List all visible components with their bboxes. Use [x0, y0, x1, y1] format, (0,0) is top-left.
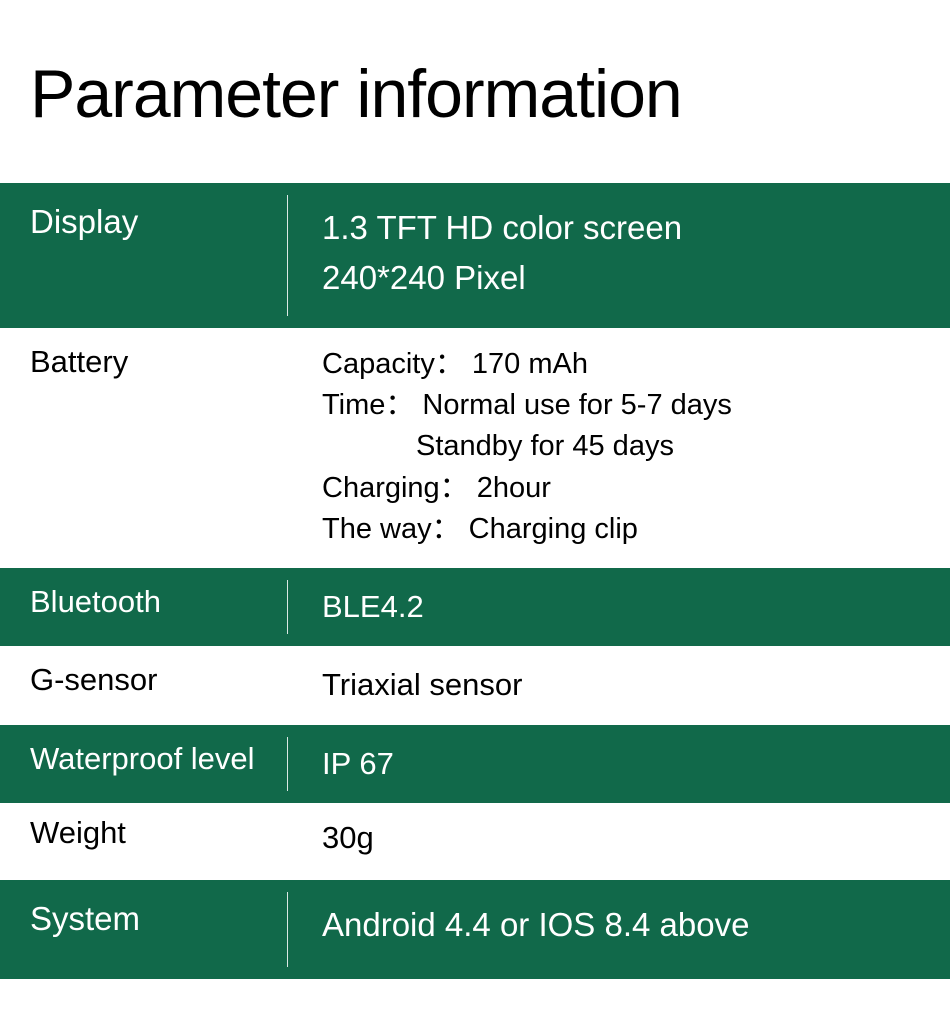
row-weight: Weight 30g — [0, 803, 950, 880]
page-title: Parameter information — [0, 0, 950, 183]
row-waterproof: Waterproof level IP 67 — [0, 725, 950, 804]
value-gsensor: Triaxial sensor — [288, 646, 950, 725]
battery-time2: Standby for 45 days — [322, 426, 950, 467]
spec-sheet: Parameter information Display 1.3 TFT HD… — [0, 0, 950, 979]
value-waterproof: IP 67 — [288, 725, 950, 804]
value-battery: Capacity： 170 mAh Time： Normal use for 5… — [288, 328, 950, 568]
label-waterproof: Waterproof level — [0, 725, 288, 804]
value-display: 1.3 TFT HD color screen 240*240 Pixel — [288, 183, 950, 328]
value-system: Android 4.4 or IOS 8.4 above — [288, 880, 950, 980]
value-bluetooth: BLE4.2 — [288, 568, 950, 647]
label-weight: Weight — [0, 803, 288, 880]
battery-capacity: Capacity： 170 mAh — [322, 348, 588, 380]
value-weight: 30g — [288, 803, 950, 880]
row-display: Display 1.3 TFT HD color screen 240*240 … — [0, 183, 950, 328]
row-system: System Android 4.4 or IOS 8.4 above — [0, 880, 950, 980]
row-battery: Battery Capacity： 170 mAh Time： Normal u… — [0, 328, 950, 568]
row-bluetooth: Bluetooth BLE4.2 — [0, 568, 950, 647]
label-display: Display — [0, 183, 288, 328]
label-bluetooth: Bluetooth — [0, 568, 288, 647]
label-battery: Battery — [0, 328, 288, 568]
label-gsensor: G-sensor — [0, 646, 288, 725]
battery-time1: Time： Normal use for 5-7 days — [322, 389, 732, 421]
battery-way: The way： Charging clip — [322, 513, 638, 545]
battery-charging: Charging： 2hour — [322, 472, 551, 504]
row-gsensor: G-sensor Triaxial sensor — [0, 646, 950, 725]
display-line2: 240*240 Pixel — [322, 259, 526, 296]
label-system: System — [0, 880, 288, 980]
parameter-table: Display 1.3 TFT HD color screen 240*240 … — [0, 183, 950, 979]
display-line1: 1.3 TFT HD color screen — [322, 209, 682, 246]
